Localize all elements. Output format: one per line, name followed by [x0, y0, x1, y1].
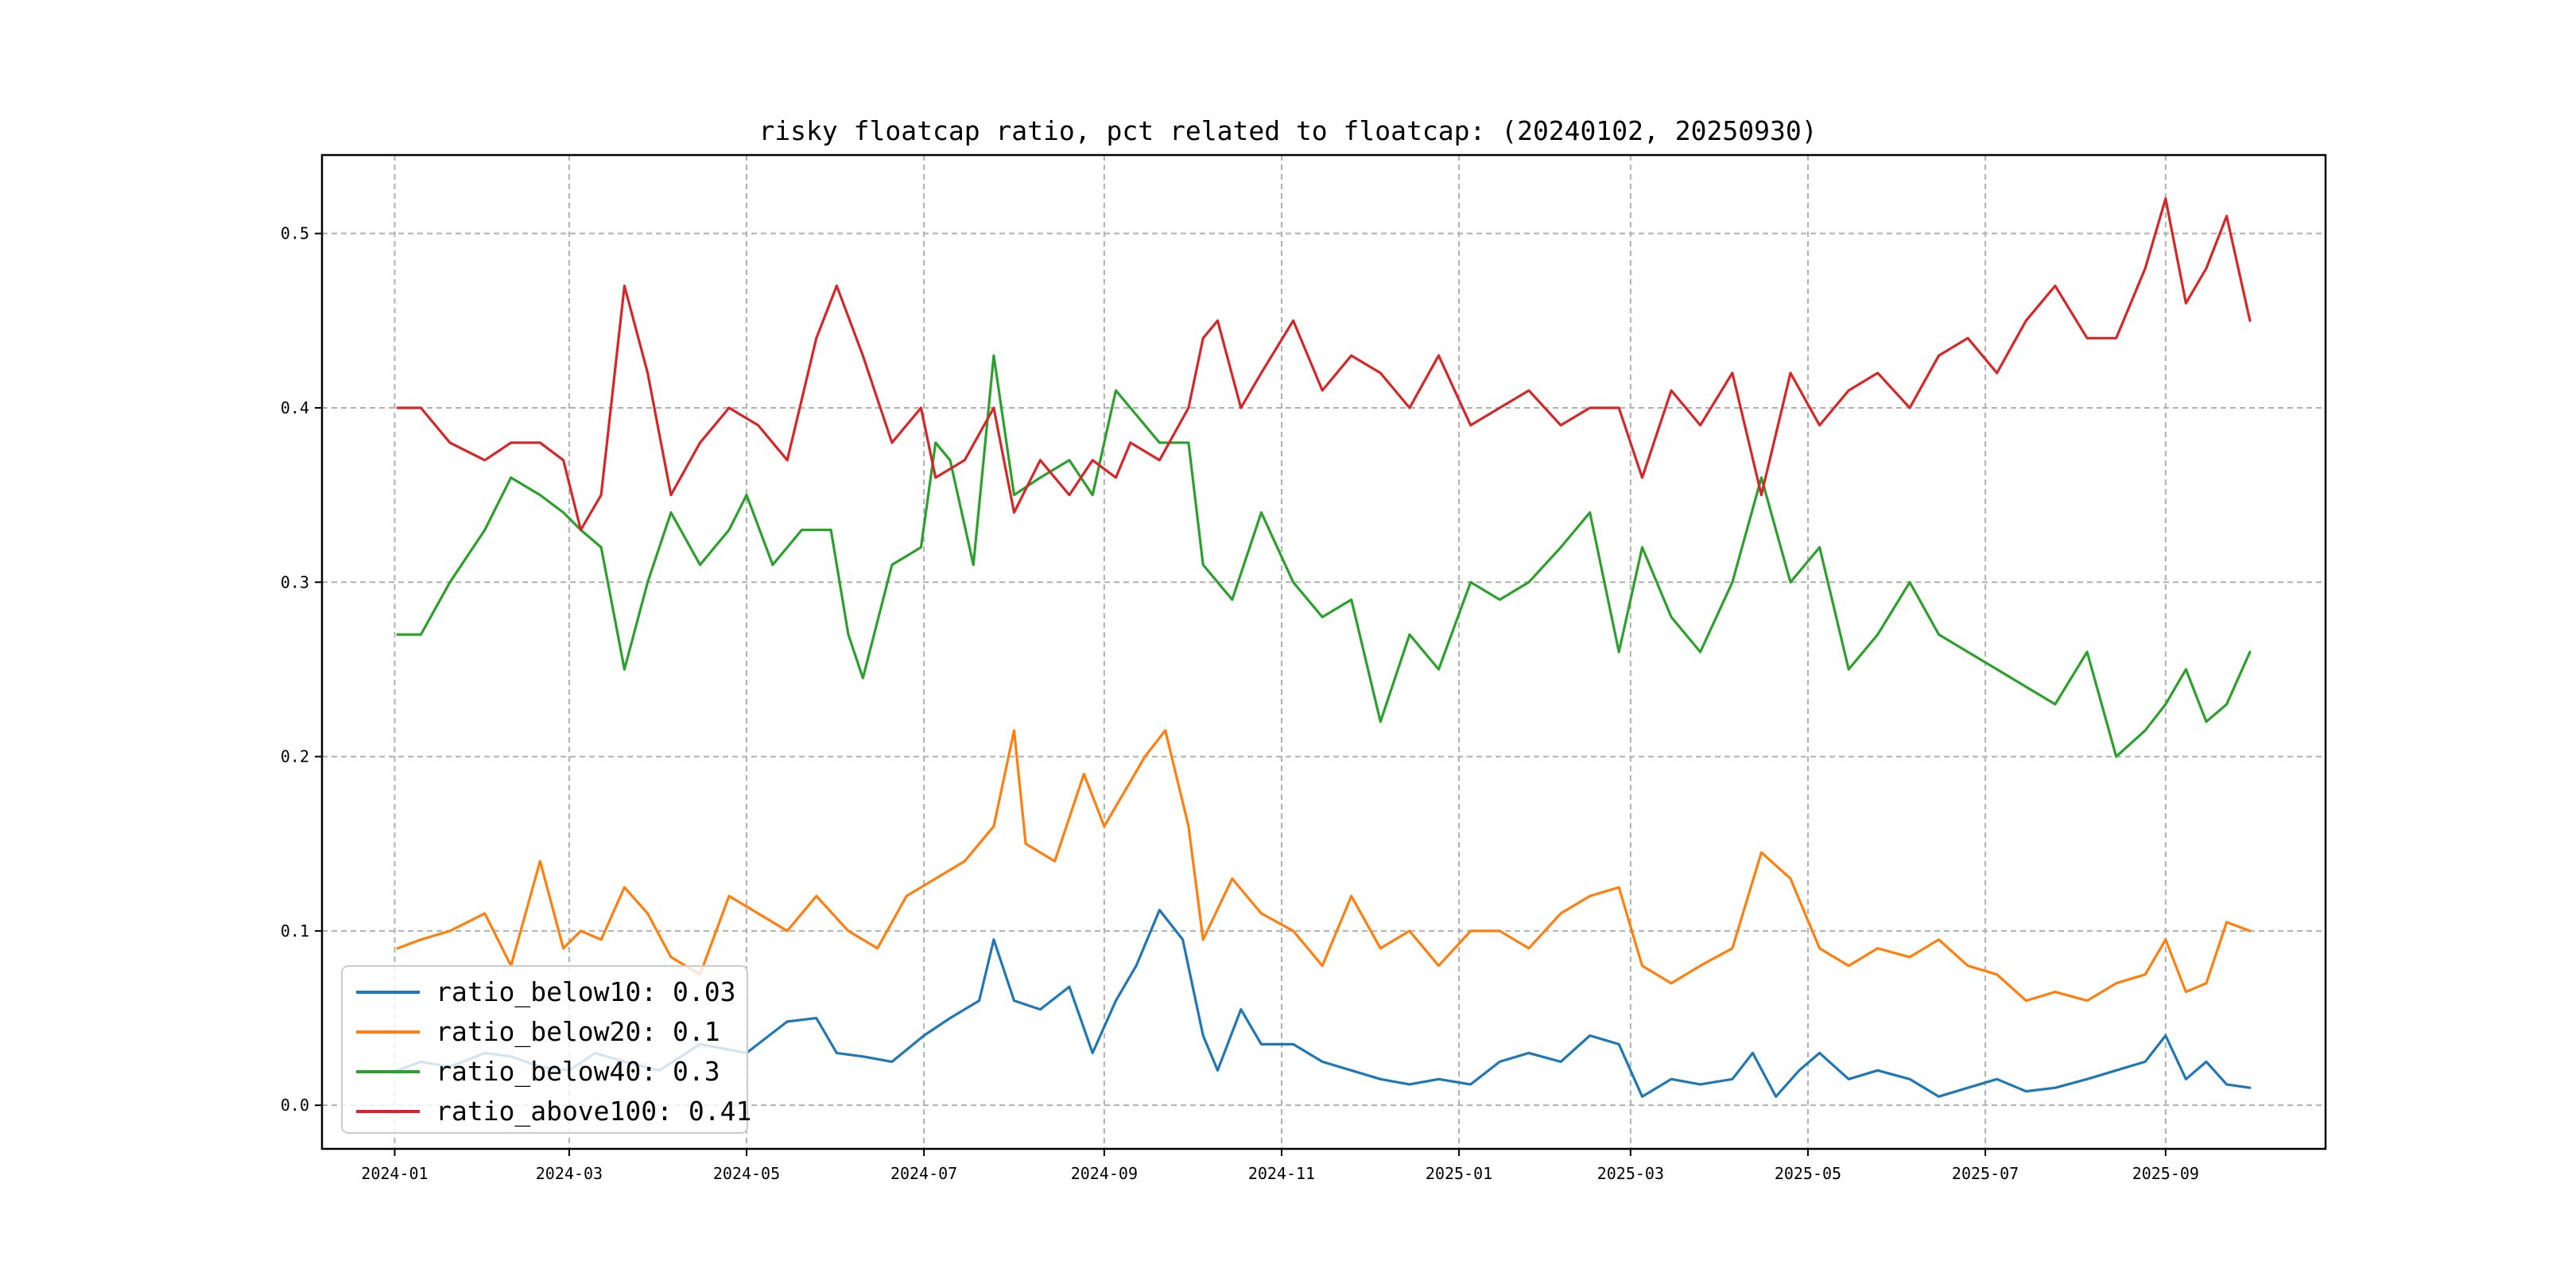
chart-title: risky floatcap ratio, pct related to flo…: [758, 115, 1817, 146]
series-line-ratio_below20: [396, 729, 2252, 1003]
x-tick-label: 2024-03: [536, 1164, 603, 1183]
legend-box: [341, 965, 748, 1134]
series-line-ratio_above100: [396, 197, 2252, 532]
x-tick-label: 2025-03: [1597, 1164, 1664, 1183]
x-tick-label: 2024-11: [1248, 1164, 1315, 1183]
legend: ratio_below10: 0.03 ratio_below20: 0.1 rat…: [341, 965, 751, 1134]
y-tick-label: 0.3: [281, 572, 309, 592]
x-axis-ticks: 2024-01 2024-03 2024-05 2024-07 2024-09 2024-…: [361, 1149, 2199, 1183]
x-tick-label: 2025-07: [1952, 1164, 2019, 1183]
y-tick-label: 0.4: [281, 398, 309, 417]
series-lines: [396, 197, 2252, 1098]
x-tick-label: 2024-05: [713, 1164, 780, 1183]
y-tick-label: 0.0: [281, 1096, 309, 1115]
legend-label-ratio_below40: ratio_below40: 0.3: [436, 1056, 720, 1088]
y-tick-label: 0.1: [281, 921, 309, 941]
x-tick-label: 2024-01: [361, 1164, 428, 1183]
x-tick-label: 2025-01: [1426, 1164, 1492, 1183]
x-tick-label: 2025-05: [1775, 1164, 1841, 1183]
axes-frame: [320, 153, 2327, 1150]
y-tick-label: 0.5: [281, 224, 309, 243]
series-line-ratio_below10: [396, 909, 2252, 1098]
series-line-ratio_below40: [396, 354, 2252, 758]
x-tick-label: 2024-07: [890, 1164, 957, 1183]
legend-label-ratio_below20: ratio_below20: 0.1: [436, 1016, 720, 1048]
legend-label-ratio_below10: ratio_below10: 0.03: [436, 976, 736, 1008]
x-tick-label: 2024-09: [1071, 1164, 1138, 1183]
legend-label-ratio_above100: ratio_above100: 0.41: [436, 1096, 751, 1127]
grid-lines: [322, 155, 2326, 1149]
y-axis-ticks: 0.0 0.1 0.2 0.3 0.4 0.5: [281, 224, 322, 1115]
y-tick-label: 0.2: [281, 747, 309, 766]
x-tick-label: 2025-09: [2132, 1164, 2199, 1183]
